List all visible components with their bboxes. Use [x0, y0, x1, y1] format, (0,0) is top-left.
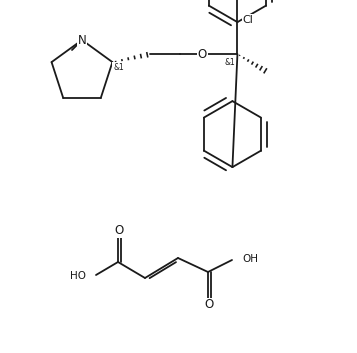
Text: &1: &1 [224, 58, 235, 67]
Text: O: O [204, 299, 213, 311]
Text: HO: HO [70, 271, 86, 281]
Text: Cl: Cl [242, 15, 253, 25]
Text: O: O [114, 225, 124, 238]
Text: &1: &1 [113, 62, 124, 72]
Text: N: N [77, 34, 86, 47]
Text: O: O [198, 48, 207, 61]
Text: OH: OH [242, 254, 258, 264]
